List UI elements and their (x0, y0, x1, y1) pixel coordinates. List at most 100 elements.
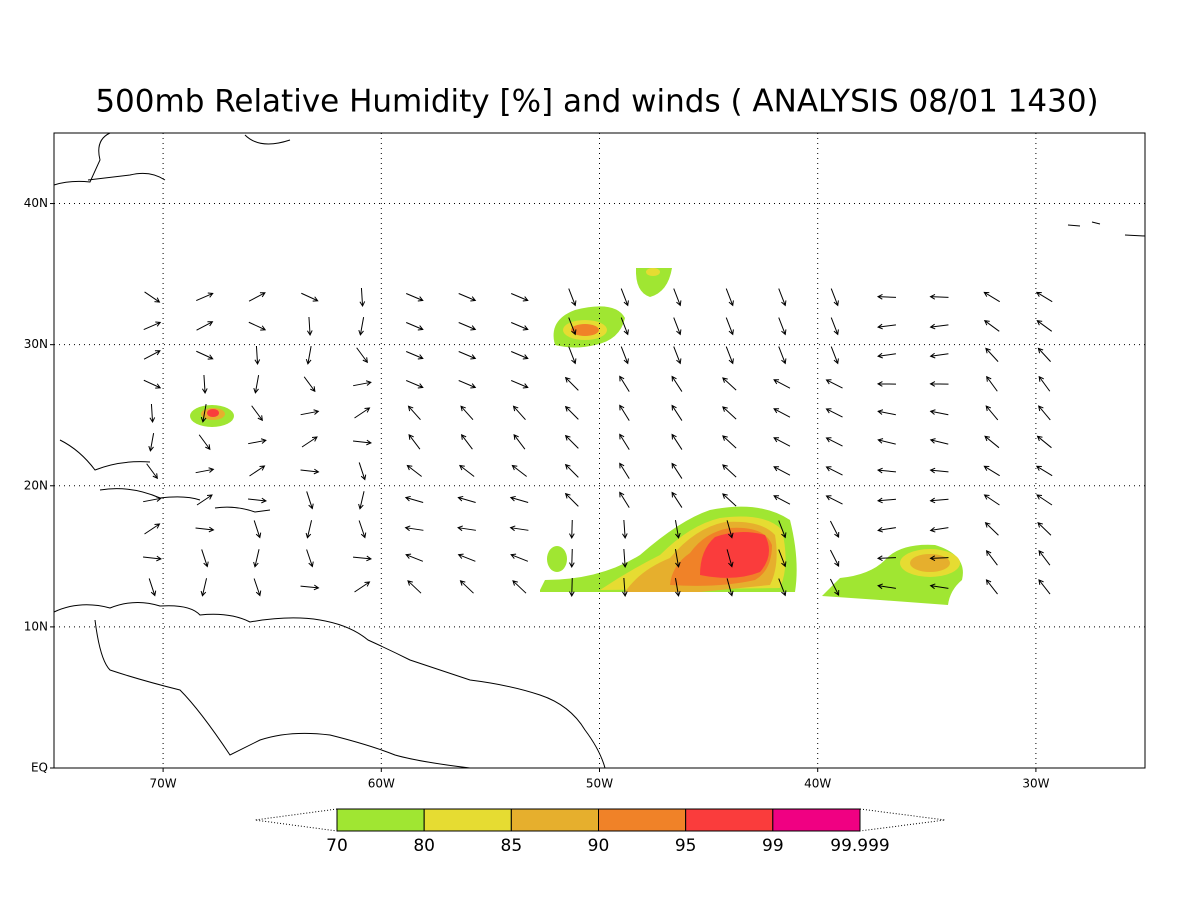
wind-arrow (510, 553, 529, 562)
wind-arrow (254, 345, 261, 366)
wind-arrow (459, 580, 474, 594)
wind-arrow (830, 317, 839, 336)
wind-arrow (929, 583, 949, 590)
wind-arrow (773, 495, 791, 505)
wind-arrow (354, 581, 371, 593)
wind-arrow (144, 523, 161, 535)
wind-arrow (830, 288, 839, 307)
wind-arrow (877, 526, 896, 533)
wind-arrow (142, 555, 162, 562)
wind-arrow (148, 433, 155, 452)
wind-arrow (568, 317, 577, 336)
lon-tick-label: 40W (804, 777, 831, 791)
wind-arrow (829, 520, 840, 538)
wind-arrow (825, 437, 843, 447)
wind-arrow (460, 405, 474, 421)
wind-arrow (509, 495, 529, 503)
wind-arrow (143, 350, 161, 360)
wind-arrow (1037, 347, 1051, 362)
wind-arrow (358, 520, 367, 539)
colorbar-swatch (423, 808, 512, 832)
wind-arrow (511, 322, 529, 331)
wind-arrow (358, 462, 367, 481)
wind-arrow (301, 436, 318, 448)
wind-arrow (673, 317, 682, 336)
wind-arrow (830, 346, 839, 365)
wind-arrow (404, 495, 424, 503)
wind-arrow (778, 346, 787, 365)
wind-arrow (773, 466, 791, 476)
wind-arrow (619, 433, 630, 450)
wind-arrow (512, 405, 526, 421)
wind-arrow (200, 404, 207, 423)
wind-arrow (564, 492, 579, 507)
wind-arrow (722, 406, 737, 420)
colorbar-swatch (510, 808, 600, 832)
wind-arrow (722, 377, 737, 391)
wind-arrow (306, 316, 313, 337)
wind-arrow (985, 405, 999, 421)
wind-arrow (248, 438, 267, 445)
wind-arrow (722, 435, 737, 449)
wind-arrow (671, 491, 683, 508)
wind-arrow (406, 322, 424, 331)
lat-tick-label: 30N (24, 337, 48, 351)
wind-arrow (457, 495, 476, 503)
wind-arrow (620, 317, 629, 336)
wind-arrow (564, 405, 579, 420)
wind-arrow (512, 580, 527, 594)
wind-arrow (671, 404, 683, 421)
wind-arrow (195, 526, 215, 533)
colorbar-label: 99 (762, 836, 784, 856)
wind-arrow (196, 494, 213, 506)
wind-arrow (568, 288, 577, 307)
wind-arrow (725, 317, 734, 336)
wind-arrow (196, 350, 214, 360)
wind-arrow (1035, 465, 1053, 477)
wind-arrow (300, 584, 320, 591)
colorbar-swatch (336, 808, 425, 832)
wind-arrow (726, 578, 734, 597)
wind-arrow (458, 293, 477, 302)
wind-arrow (778, 520, 787, 539)
wind-arrow (143, 496, 162, 503)
wind-arrow (460, 433, 473, 450)
wind-arrow (247, 497, 267, 504)
wind-arrow (983, 291, 1000, 303)
wind-arrow (929, 381, 949, 387)
wind-arrow (458, 351, 477, 360)
wind-arrow (877, 409, 896, 416)
lon-tick-label: 70W (150, 777, 177, 791)
wind-arrow (619, 462, 630, 479)
wind-arrow (149, 403, 156, 424)
wind-arrow (876, 293, 897, 300)
wind-arrow (196, 292, 214, 302)
colorbar-label: 95 (675, 836, 697, 856)
wind-arrow (619, 491, 630, 508)
wind-arrow (458, 380, 477, 389)
wind-arrow (457, 553, 476, 562)
lat-tick-label: 10N (24, 619, 48, 633)
wind-arrow (201, 549, 209, 568)
wind-arrow (196, 321, 214, 331)
wind-arrow (253, 549, 260, 568)
wind-arrow (773, 408, 791, 418)
wind-arrow (829, 549, 840, 567)
wind-arrow (200, 578, 208, 597)
wind-arrow (404, 525, 424, 532)
wind-arrow (406, 293, 424, 302)
wind-arrow (148, 578, 157, 597)
wind-arrow (569, 577, 575, 598)
wind-arrow (405, 553, 424, 562)
wind-arrow (198, 434, 211, 451)
colorbar-label: 90 (588, 836, 610, 856)
wind-arrow (406, 380, 424, 389)
wind-arrow (674, 549, 681, 568)
wind-arrow (876, 381, 897, 387)
wind-arrow (778, 578, 787, 597)
wind-arrow (407, 405, 421, 421)
wind-arrow (929, 409, 949, 416)
colorbar-swatch (772, 808, 861, 832)
wind-arrow (301, 292, 319, 302)
